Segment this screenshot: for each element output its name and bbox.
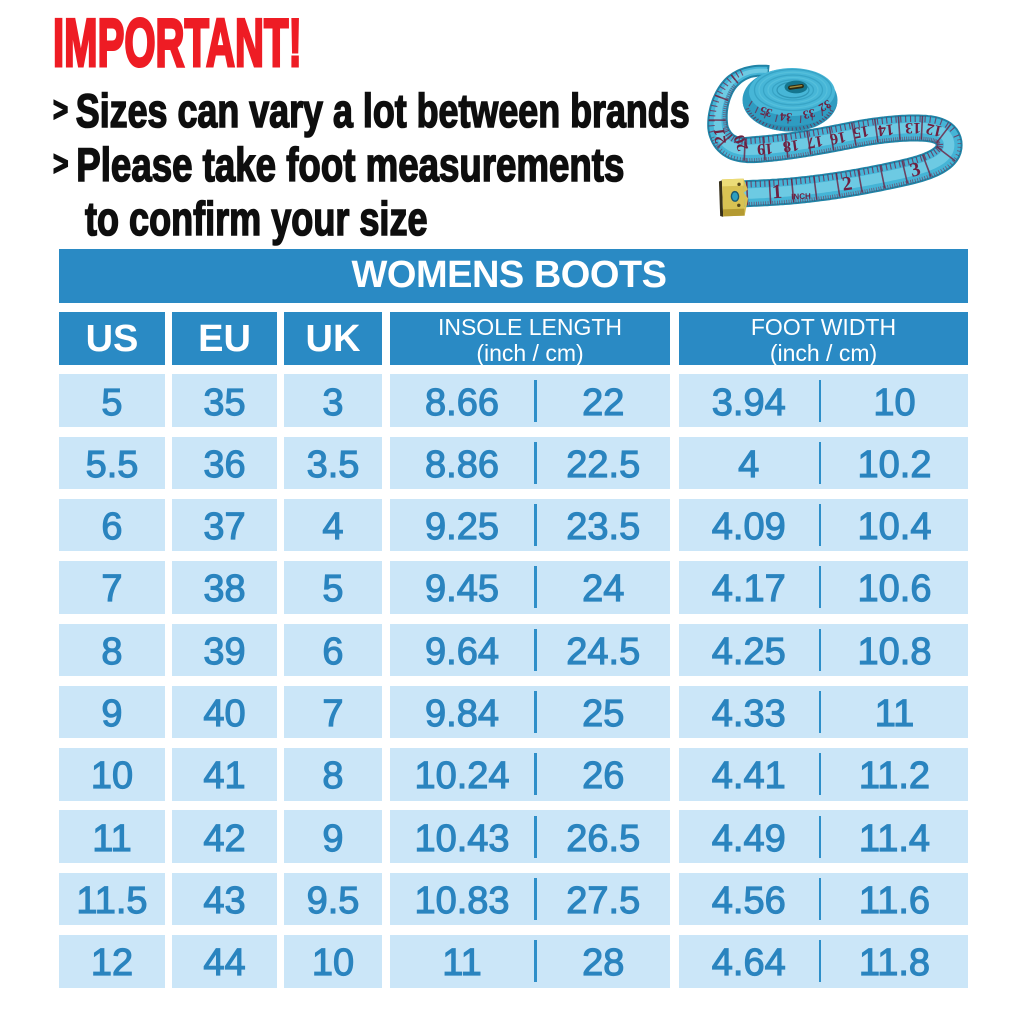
svg-text:20: 20 — [731, 132, 752, 153]
svg-text:17: 17 — [806, 132, 825, 152]
svg-text:1: 1 — [771, 181, 783, 204]
svg-text:33: 33 — [802, 106, 817, 122]
svg-text:34: 34 — [780, 110, 793, 125]
svg-text:13: 13 — [905, 119, 921, 136]
svg-text:19: 19 — [756, 139, 773, 157]
svg-text:18: 18 — [782, 136, 800, 155]
svg-text:15: 15 — [851, 122, 870, 142]
svg-text:35: 35 — [758, 104, 773, 121]
svg-text:16: 16 — [828, 128, 847, 148]
svg-text:14: 14 — [877, 120, 895, 139]
svg-text:2: 2 — [840, 172, 853, 195]
svg-text:12: 12 — [924, 119, 943, 139]
svg-text:INCH: INCH — [791, 192, 811, 202]
svg-text:21: 21 — [711, 127, 730, 145]
